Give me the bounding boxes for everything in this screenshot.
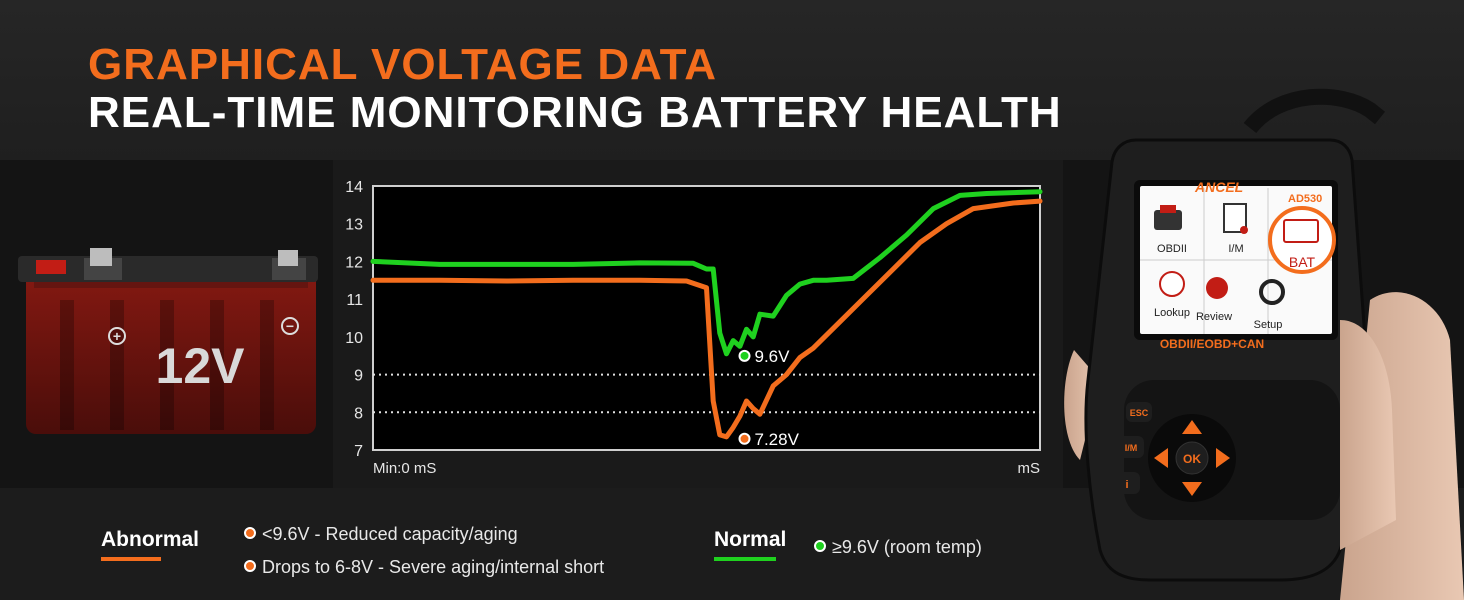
battery-voltage-label: 12V	[156, 338, 246, 394]
brand-logo: ANCEL	[1194, 179, 1243, 195]
legend-abnormal-line	[101, 557, 161, 561]
scanner-device: ANCEL AD530 OBDII I/M BAT Lookup Review …	[1064, 88, 1464, 600]
headline-primary: GRAPHICAL VOLTAGE DATA	[88, 40, 718, 89]
menu-lookup: Lookup	[1154, 307, 1190, 319]
svg-text:I/M: I/M	[1125, 443, 1138, 453]
lookup-icon	[1159, 271, 1185, 297]
im-icon	[1223, 203, 1247, 233]
arrow-left-icon[interactable]	[1154, 448, 1168, 468]
battery-plus: +	[113, 328, 121, 344]
header-background	[0, 0, 1464, 160]
svg-text:OK: OK	[1183, 452, 1201, 466]
legend-normal-item-1: ≥9.6V (room temp)	[814, 537, 982, 558]
headline-secondary: REAL-TIME MONITORING BATTERY HEALTH	[88, 88, 1062, 137]
svg-text:ESC: ESC	[1130, 408, 1149, 418]
svg-text:i: i	[1125, 479, 1128, 491]
arrow-down-icon[interactable]	[1182, 482, 1202, 496]
battery-illustration: + − 12V	[18, 248, 318, 434]
im-button[interactable]	[1118, 436, 1144, 458]
y-tick-label: 13	[345, 217, 363, 234]
info-button[interactable]	[1114, 472, 1140, 494]
orange-dot-icon	[244, 527, 256, 540]
obdii-icon	[1154, 210, 1182, 230]
thumb	[1340, 320, 1396, 550]
protocol-label: OBDII/EOBD+CAN	[1160, 337, 1264, 351]
y-tick-label: 12	[345, 254, 363, 271]
battery-body	[26, 258, 316, 434]
review-icon	[1206, 277, 1228, 299]
orange-dot-icon	[244, 560, 256, 573]
y-tick-label: 11	[346, 292, 363, 309]
legend-abnormal-title: Abnormal	[101, 528, 200, 551]
arrow-right-icon[interactable]	[1216, 448, 1230, 468]
y-tick-label: 14	[345, 179, 363, 196]
series-line-normal	[370, 189, 1043, 357]
arrow-up-icon[interactable]	[1182, 420, 1202, 434]
x-axis-label-unit: mS	[1018, 460, 1041, 477]
menu-obdii: OBDII	[1157, 243, 1187, 255]
y-tick-label: 9	[354, 368, 363, 385]
menu-review: Review	[1196, 311, 1232, 323]
annotation-label: 9.6V	[755, 347, 791, 366]
menu-setup: Setup	[1254, 319, 1283, 331]
y-tick-label: 7	[354, 443, 363, 460]
annotation-label: 7.28V	[755, 430, 800, 449]
legend-normal-title: Normal	[714, 528, 787, 551]
chart-panel: 14 13 12 11 10 9 8 7 9.6V 7.28V Min:0 mS mS	[333, 160, 1063, 488]
voltage-chart: 14 13 12 11 10 9 8 7 9.6V 7.28V Min:0 mS mS	[345, 179, 1043, 477]
annotation-marker	[738, 432, 751, 445]
y-tick-label: 8	[354, 405, 363, 422]
legend-abnormal-item-1: <9.6V - Reduced capacity/aging	[244, 524, 518, 545]
series-line-abnormal	[370, 198, 1043, 440]
model-label: AD530	[1288, 193, 1322, 205]
legend-normal-line	[714, 557, 776, 561]
green-dot-icon	[814, 540, 826, 553]
battery-terminal-negative	[278, 250, 298, 266]
ok-button[interactable]	[1175, 441, 1209, 475]
menu-bat: BAT	[1289, 254, 1316, 270]
menu-im: I/M	[1228, 243, 1243, 255]
x-axis-label-min: Min:0 mS	[373, 460, 436, 477]
battery-minus: −	[286, 318, 294, 334]
esc-button[interactable]	[1126, 402, 1152, 422]
legend-abnormal-item-2: Drops to 6-8V - Severe aging/internal sh…	[244, 557, 604, 578]
annotation-marker	[738, 349, 751, 362]
bat-icon	[1283, 219, 1319, 243]
y-tick-label: 10	[345, 330, 363, 347]
gear-icon	[1259, 279, 1285, 305]
battery-terminal-positive	[90, 248, 112, 266]
